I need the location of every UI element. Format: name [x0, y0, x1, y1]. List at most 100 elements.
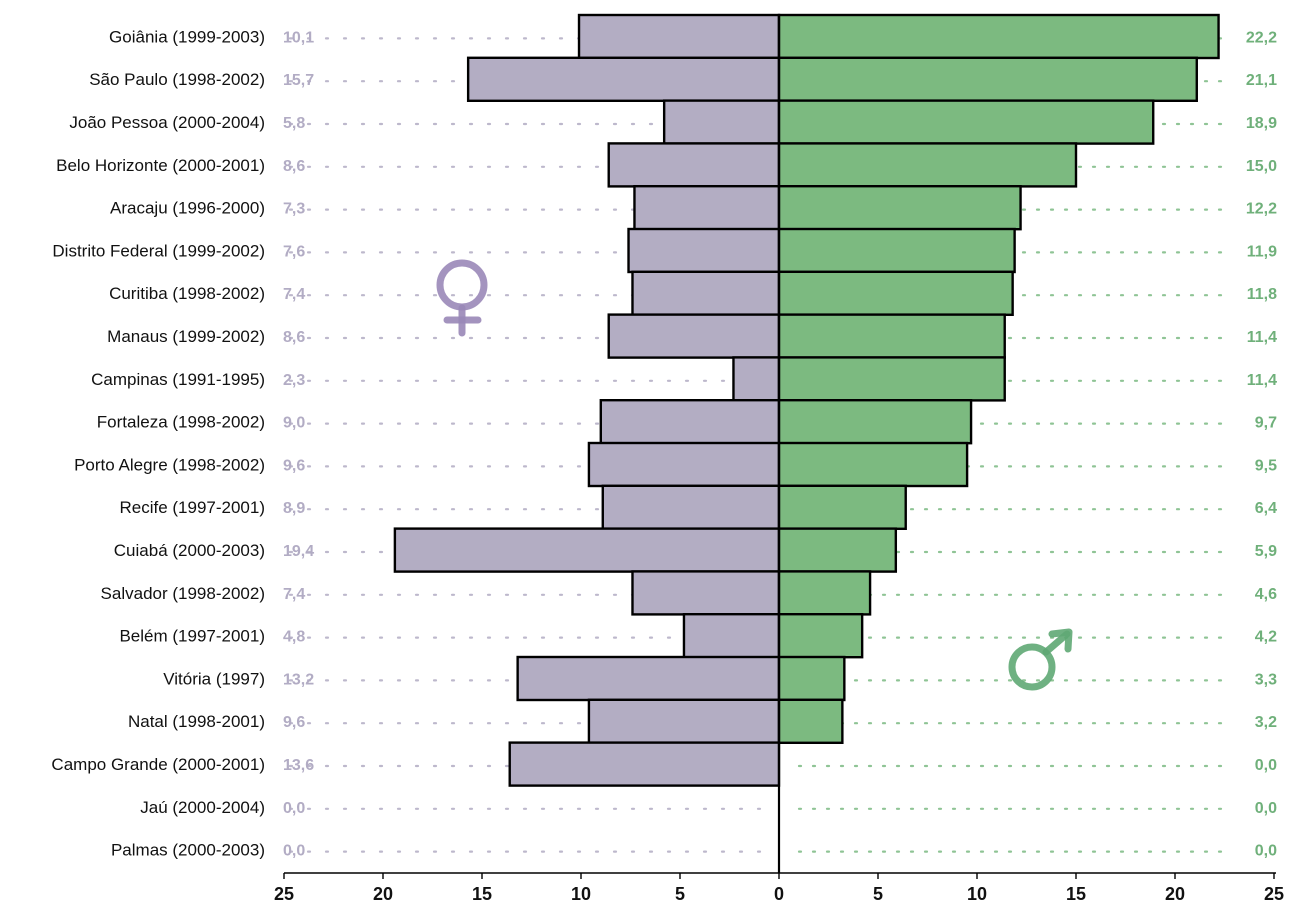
- female-value-label: 13,2: [283, 671, 314, 688]
- x-tick-label: 25: [274, 884, 294, 904]
- male-value-label: 4,6: [1255, 586, 1277, 603]
- male-value-label: 21,1: [1246, 72, 1277, 89]
- female-bar: [631, 570, 781, 616]
- male-value-label: 9,5: [1255, 457, 1277, 474]
- male-bar: [777, 399, 973, 445]
- x-tick-label: 20: [1165, 884, 1185, 904]
- axes: [284, 15, 1276, 874]
- male-bar: [777, 698, 844, 744]
- category-labels: Goiânia (1999-2003) São Paulo (1998-2002)…: [51, 27, 265, 859]
- female-bar: [631, 270, 781, 316]
- female-bar: [627, 227, 781, 274]
- male-symbol-icon: [1008, 628, 1073, 691]
- category-label: Fortaleza (1998-2002): [97, 413, 265, 432]
- category-label: Belém (1997-2001): [119, 627, 265, 646]
- category-label: Curitiba (1998-2002): [109, 284, 265, 303]
- category-label: Belo Horizonte (2000-2001): [56, 156, 265, 175]
- male-bar: [777, 356, 1006, 402]
- x-tick-label: 5: [675, 884, 685, 904]
- category-label: Aracaju (1996-2000): [110, 199, 265, 218]
- male-value-label: 15,0: [1246, 158, 1277, 175]
- gender-symbols: [436, 259, 1073, 691]
- female-bar: [682, 613, 781, 659]
- female-value-label: 2,3: [283, 372, 305, 389]
- male-value-label: 0,0: [1255, 800, 1277, 817]
- female-bar: [732, 356, 781, 402]
- female-bar: [633, 184, 781, 231]
- category-label: Jaú (2000-2004): [140, 798, 265, 817]
- male-bars: [777, 13, 1220, 744]
- category-label: Vitória (1997): [163, 669, 265, 688]
- male-value-labels: 22,2 21,1 18,9 15,0 12,2 11,9 11,8 11,4 11,4 9,7 9…: [1246, 29, 1277, 859]
- female-value-label: 8,6: [283, 158, 305, 175]
- male-bar: [777, 270, 1014, 316]
- category-label: Cuiabá (2000-2003): [114, 541, 265, 560]
- category-label: Salvador (1998-2002): [101, 584, 265, 603]
- male-bar: [777, 13, 1220, 60]
- x-tick-label: 5: [873, 884, 883, 904]
- female-bar: [599, 399, 781, 445]
- category-label: Porto Alegre (1998-2002): [74, 455, 265, 474]
- female-bar: [516, 655, 781, 702]
- male-bar: [777, 441, 969, 488]
- female-value-label: 7,6: [283, 243, 305, 260]
- female-bar: [466, 56, 781, 102]
- female-bar: [587, 698, 781, 744]
- category-label: Palmas (2000-2003): [111, 841, 265, 860]
- female-value-label: 9,0: [283, 415, 305, 432]
- female-bar: [662, 99, 781, 145]
- x-tick-label: 10: [967, 884, 987, 904]
- female-value-label: 9,6: [283, 457, 305, 474]
- category-label: Distrito Federal (1999-2002): [52, 241, 265, 260]
- male-bar: [777, 142, 1078, 188]
- x-tick-label: 10: [571, 884, 591, 904]
- x-tick-label: 25: [1264, 884, 1284, 904]
- male-bar: [777, 99, 1155, 145]
- male-value-label: 9,7: [1255, 415, 1277, 432]
- male-bar: [777, 527, 898, 573]
- tick-labels: 25 20 15 10 5 0 5 10 15 20 25: [274, 873, 1284, 904]
- male-value-label: 11,8: [1247, 286, 1277, 303]
- female-value-label: 15,7: [283, 72, 314, 89]
- male-value-label: 4,2: [1255, 629, 1277, 646]
- male-value-label: 0,0: [1255, 843, 1277, 860]
- female-value-label: 7,3: [283, 201, 305, 218]
- female-bar: [607, 142, 781, 188]
- male-value-label: 11,4: [1247, 372, 1277, 389]
- male-bar: [777, 613, 864, 659]
- male-bar: [777, 570, 872, 616]
- male-value-label: 12,2: [1246, 201, 1277, 218]
- x-tick-label: 15: [1066, 884, 1086, 904]
- female-value-label: 0,0: [283, 843, 305, 860]
- female-value-label: 4,8: [283, 629, 305, 646]
- female-value-label: 13,6: [283, 757, 314, 774]
- male-value-label: 3,2: [1255, 714, 1277, 731]
- female-value-label: 7,4: [283, 286, 305, 303]
- female-bar: [587, 441, 781, 488]
- category-label: Natal (1998-2001): [128, 712, 265, 731]
- male-value-label: 18,9: [1246, 115, 1277, 132]
- male-value-label: 5,9: [1255, 543, 1277, 560]
- female-bar: [601, 484, 781, 530]
- male-bar: [777, 56, 1198, 102]
- male-value-label: 11,4: [1247, 329, 1277, 346]
- female-value-label: 19,4: [283, 543, 314, 560]
- female-bar: [508, 741, 781, 787]
- category-label: Recife (1997-2001): [119, 498, 265, 517]
- x-tick-label: 15: [472, 884, 492, 904]
- x-tick-label: 20: [373, 884, 393, 904]
- female-bars: [393, 13, 781, 787]
- female-value-label: 9,6: [283, 714, 305, 731]
- female-value-label: 10,1: [283, 29, 314, 46]
- male-value-label: 11,9: [1247, 243, 1277, 260]
- female-value-label: 7,4: [283, 586, 305, 603]
- female-value-label: 0,0: [283, 800, 305, 817]
- category-label: Campo Grande (2000-2001): [51, 755, 265, 774]
- category-label: João Pessoa (2000-2004): [69, 113, 265, 132]
- female-bar: [393, 527, 781, 573]
- male-value-label: 0,0: [1255, 757, 1277, 774]
- x-tick-label: 0: [774, 884, 784, 904]
- male-bar: [777, 655, 846, 702]
- female-value-label: 8,6: [283, 329, 305, 346]
- female-value-label: 5,8: [283, 115, 305, 132]
